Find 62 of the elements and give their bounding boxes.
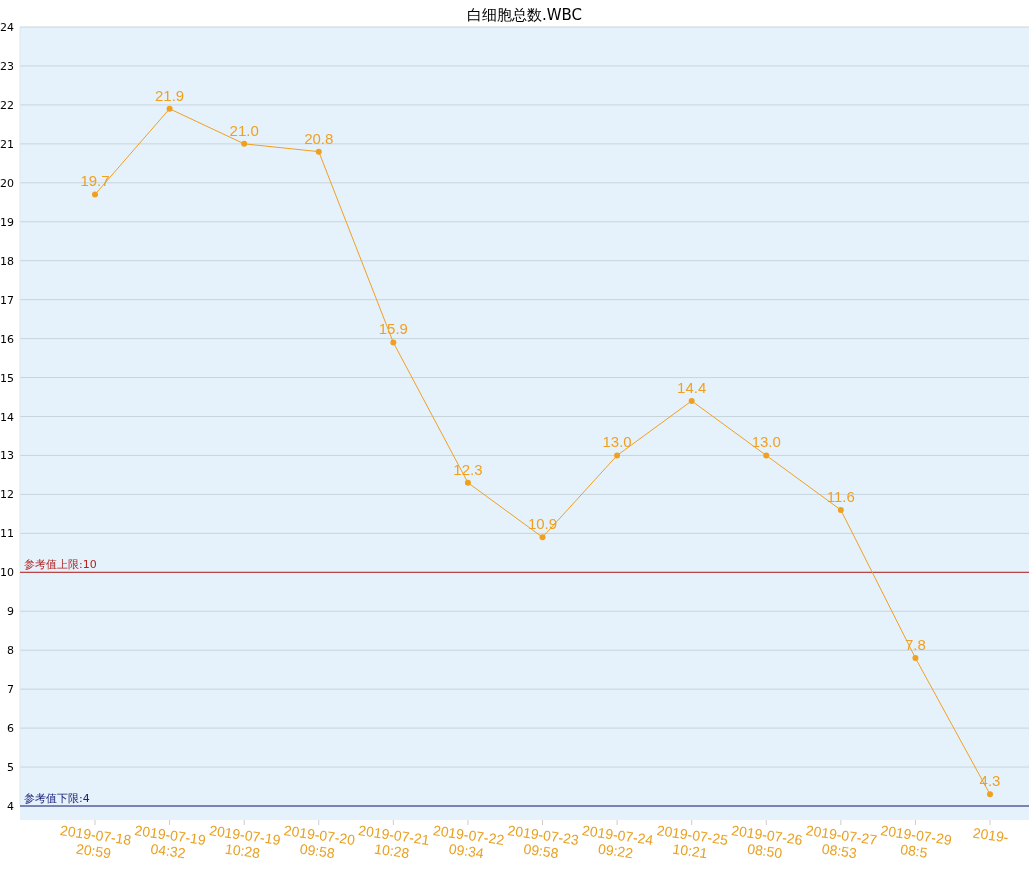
x-tick-label: 2019- (971, 824, 1010, 846)
y-tick-label: 9 (7, 605, 14, 619)
y-tick-label: 12 (0, 488, 14, 502)
point (241, 140, 248, 147)
x-tick-label: 2019-07-29 08:5 (879, 822, 953, 861)
y-tick-label: 22 (0, 98, 14, 112)
point (763, 452, 770, 459)
data-label: 10.9 (527, 515, 558, 533)
y-tick-label: 24 (0, 21, 14, 34)
y-tick-label: 11 (0, 527, 14, 541)
data-label: 21.0 (229, 121, 259, 139)
data-label: 13.0 (602, 433, 632, 451)
y-tick-label: 21 (0, 137, 14, 151)
point (614, 452, 621, 459)
y-tick-label: 17 (0, 293, 14, 307)
x-tick-label: 2019-07-25 10:21 (655, 822, 730, 862)
data-label: 13.0 (751, 433, 781, 451)
point (688, 397, 695, 404)
point (166, 105, 173, 112)
y-tick-label: 4 (7, 800, 14, 813)
y-tick-label: 13 (0, 449, 14, 463)
x-tick-label: 2019-07-20 09:58 (282, 822, 357, 862)
y-tick-label: 6 (7, 722, 14, 736)
y-tick-label: 20 (0, 176, 14, 190)
data-label: 19.7 (80, 172, 110, 190)
y-tick-label: 8 (7, 644, 14, 658)
point (390, 339, 397, 346)
x-tick-label: 2019-07-18 20:59 (59, 822, 133, 862)
ref-line-label: 参考值下限:4 (24, 792, 90, 805)
y-tick-label: 15 (0, 371, 14, 385)
data-label: 12.3 (453, 460, 483, 478)
ref-line-label: 参考值上限:10 (24, 558, 97, 572)
y-tick-label: 16 (0, 332, 14, 346)
x-tick-label: 2019-07-22 09:34 (432, 822, 506, 862)
x-tick-label: 2019-07-23 09:58 (506, 822, 580, 862)
data-label: 14.4 (677, 378, 707, 396)
y-tick-label: 19 (0, 215, 14, 229)
chart-title: 白细胞总数.WBC (466, 6, 583, 24)
data-label: 11.6 (826, 487, 855, 505)
y-tick-label: 18 (0, 254, 14, 268)
point (539, 534, 546, 541)
y-tick-label: 23 (0, 59, 14, 73)
point (837, 506, 844, 513)
point (92, 191, 98, 198)
data-label: 15.9 (378, 320, 408, 338)
x-tick-label: 2019-07-24 09:22 (581, 822, 655, 862)
point (464, 479, 471, 486)
data-label: 4.3 (979, 772, 1001, 790)
data-label: 21.9 (154, 86, 185, 104)
y-tick-label: 14 (0, 410, 14, 424)
y-tick-label: 10 (0, 566, 14, 580)
data-label: 20.8 (304, 129, 334, 147)
y-tick-label: 7 (7, 683, 14, 697)
x-tick-label: 2019-07-19 10:28 (208, 822, 282, 862)
point (987, 791, 993, 798)
point (912, 654, 919, 661)
x-tick-label: 2019-07-26 08:50 (730, 822, 804, 862)
y-tick-label: 5 (7, 761, 14, 775)
x-tick-label: 2019-07-27 08:53 (804, 822, 879, 862)
point (315, 148, 322, 155)
x-tick-label: 2019-07-21 10:28 (357, 822, 431, 862)
x-tick-label: 2019-07-19 04:32 (133, 822, 208, 862)
